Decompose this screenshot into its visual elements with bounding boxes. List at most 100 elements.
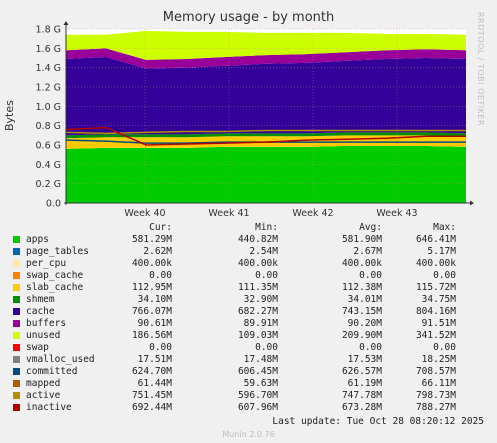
chart-title: Memory usage - by month bbox=[162, 10, 335, 25]
legend-min: 32.90M bbox=[243, 294, 278, 305]
y-tick-label: 0.0 bbox=[46, 199, 61, 210]
legend-avg: 743.15M bbox=[341, 306, 382, 317]
y-tick-label: 1.8 G bbox=[36, 25, 62, 36]
legend-name: per_cpu bbox=[26, 258, 67, 269]
y-tick-label: 0.6 G bbox=[36, 141, 62, 152]
legend-max: 0.00 bbox=[433, 342, 456, 353]
legend-row-page_tables: page_tables 2.62M 2.54M 2.67M 5.17M bbox=[0, 246, 497, 258]
legend-cur: 766.07M bbox=[131, 306, 172, 317]
legend-cur: 0.00 bbox=[149, 342, 172, 353]
legend-header-cell: Cur: bbox=[149, 222, 172, 233]
legend-avg: 673.28M bbox=[341, 402, 382, 413]
legend-swatch bbox=[13, 404, 20, 411]
legend-max: 341.52M bbox=[415, 330, 456, 341]
legend-row-active: active 751.45M 596.70M 747.78M 798.73M bbox=[0, 390, 497, 402]
legend-min: 0.00 bbox=[255, 342, 278, 353]
legend-swatch bbox=[13, 380, 20, 387]
rrdtool-watermark: RRDTOOL / TOBI OETIKER bbox=[476, 12, 485, 127]
legend-row-swap_cache: swap_cache 0.00 0.00 0.00 0.00 bbox=[0, 270, 497, 282]
legend-max: 798.73M bbox=[415, 390, 456, 401]
area-unused bbox=[66, 30, 466, 60]
legend-name: active bbox=[26, 390, 61, 401]
y-tick-label: 0.4 G bbox=[36, 160, 62, 171]
legend-name: page_tables bbox=[26, 246, 89, 257]
legend-cur: 581.29M bbox=[131, 234, 172, 245]
legend-swatch bbox=[13, 272, 20, 279]
area-cache bbox=[66, 57, 466, 136]
legend-min: 607.96M bbox=[237, 402, 278, 413]
legend-cur: 61.44M bbox=[137, 378, 172, 389]
legend-max: 400.00k bbox=[415, 258, 456, 269]
legend-swatch bbox=[13, 332, 20, 339]
x-tick-label: Week 41 bbox=[208, 208, 249, 219]
y-tick-label: 0.8 G bbox=[36, 121, 62, 132]
line-inactive bbox=[65, 126, 466, 146]
legend-swatch bbox=[13, 248, 20, 255]
legend-swatch bbox=[13, 308, 20, 315]
legend-row-apps: apps 581.29M 440.82M 581.90M 646.41M bbox=[0, 234, 497, 246]
legend-avg: 2.67M bbox=[353, 246, 382, 257]
legend-name: apps bbox=[26, 234, 49, 245]
legend-cur: 90.61M bbox=[137, 318, 172, 329]
legend-header: Cur: Min: Avg: Max: bbox=[0, 222, 497, 234]
legend-row-unused: unused 186.56M 109.03M 209.90M 341.52M bbox=[0, 330, 497, 342]
legend-header-cell: Avg: bbox=[359, 222, 382, 233]
legend-avg: 34.01M bbox=[347, 294, 382, 305]
legend-avg: 747.78M bbox=[341, 390, 382, 401]
legend-min: 2.54M bbox=[249, 246, 278, 257]
legend-min: 0.00 bbox=[255, 270, 278, 281]
legend-min: 596.70M bbox=[237, 390, 278, 401]
legend-row-committed: committed 624.70M 606.45M 626.57M 708.57M bbox=[0, 366, 497, 378]
area-shmem bbox=[66, 132, 466, 139]
legend-min: 59.63M bbox=[243, 378, 278, 389]
legend-min: 440.82M bbox=[237, 234, 278, 245]
x-axis-arrow bbox=[470, 200, 474, 206]
y-axis-arrow bbox=[63, 21, 69, 25]
legend-min: 606.45M bbox=[237, 366, 278, 377]
legend-avg: 0.00 bbox=[359, 270, 382, 281]
legend-header-cell: Max: bbox=[433, 222, 456, 233]
legend-row-swap: swap 0.00 0.00 0.00 0.00 bbox=[0, 342, 497, 354]
legend-avg: 209.90M bbox=[341, 330, 382, 341]
legend-swatch bbox=[13, 356, 20, 363]
legend-row-inactive: inactive 692.44M 607.96M 673.28M 788.27M bbox=[0, 402, 497, 414]
legend-row-buffers: buffers 90.61M 89.91M 90.20M 91.51M bbox=[0, 318, 497, 330]
legend-min: 682.27M bbox=[237, 306, 278, 317]
legend-min: 400.00k bbox=[237, 258, 278, 269]
legend-avg: 0.00 bbox=[359, 342, 382, 353]
legend-row-slab_cache: slab_cache 112.95M 111.35M 112.38M 115.72M bbox=[0, 282, 497, 294]
legend-swatch bbox=[13, 392, 20, 399]
legend-max: 788.27M bbox=[415, 402, 456, 413]
legend-row-shmem: shmem 34.10M 32.90M 34.01M 34.75M bbox=[0, 294, 497, 306]
legend-cur: 34.10M bbox=[137, 294, 172, 305]
legend-max: 646.41M bbox=[415, 234, 456, 245]
legend-name: mapped bbox=[26, 378, 61, 389]
y-tick-label: 1.2 G bbox=[36, 83, 62, 94]
x-tick-label: Week 40 bbox=[124, 208, 165, 219]
legend-avg: 581.90M bbox=[341, 234, 382, 245]
legend-swatch bbox=[13, 260, 20, 267]
legend-name: committed bbox=[26, 366, 78, 377]
y-tick-label: 1.4 G bbox=[36, 63, 62, 74]
legend-row-mapped: mapped 61.44M 59.63M 61.19M 66.11M bbox=[0, 378, 497, 390]
legend-name: vmalloc_used bbox=[26, 354, 95, 365]
legend-swatch bbox=[13, 284, 20, 291]
legend-min: 109.03M bbox=[237, 330, 278, 341]
legend-avg: 17.53M bbox=[347, 354, 382, 365]
last-update: Last update: Tue Oct 28 08:20:12 2025 bbox=[272, 416, 484, 427]
area-buffers bbox=[66, 48, 466, 69]
legend-min: 111.35M bbox=[237, 282, 278, 293]
legend-cur: 400.00k bbox=[131, 258, 172, 269]
legend-swatch bbox=[13, 296, 20, 303]
legend-min: 17.48M bbox=[243, 354, 278, 365]
legend-avg: 90.20M bbox=[347, 318, 382, 329]
legend-cur: 17.51M bbox=[137, 354, 172, 365]
legend-row-per_cpu: per_cpu 400.00k 400.00k 400.00k 400.00k bbox=[0, 258, 497, 270]
legend-max: 115.72M bbox=[415, 282, 456, 293]
legend-max: 5.17M bbox=[427, 246, 456, 257]
memory-chart: 0.0 0.2 G 0.4 G 0.6 G 0.8 G 1.0 G 1.2 G 1.4 G 1.… bbox=[36, 21, 474, 219]
legend-avg: 626.57M bbox=[341, 366, 382, 377]
legend-swatch bbox=[13, 236, 20, 243]
legend-name: swap bbox=[26, 342, 49, 353]
legend-max: 91.51M bbox=[421, 318, 456, 329]
